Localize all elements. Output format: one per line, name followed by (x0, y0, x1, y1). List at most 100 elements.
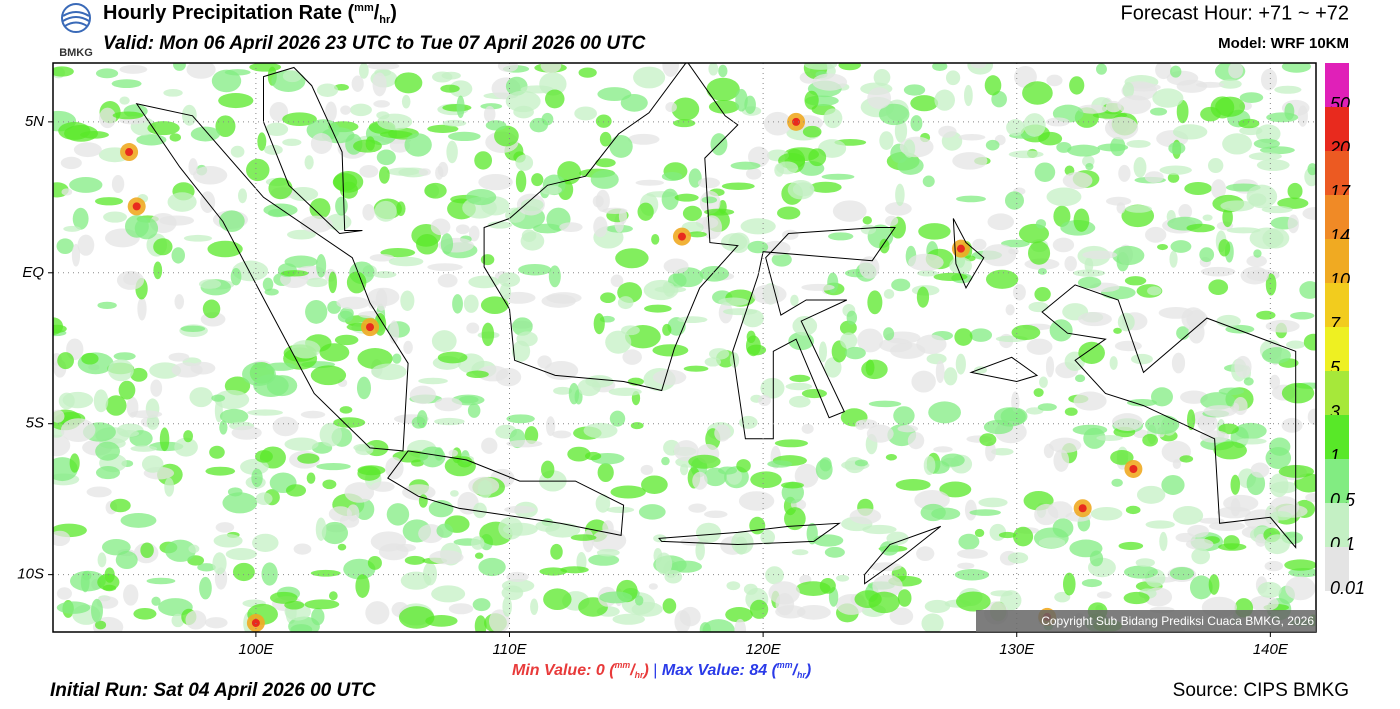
rain-cell (1281, 63, 1312, 73)
rain-cell (777, 206, 801, 220)
unit-part: ) (641, 662, 648, 679)
rain-cell (722, 308, 758, 316)
rain-cell (1207, 158, 1224, 174)
rain-cell (111, 175, 125, 194)
rain-cell (1260, 68, 1278, 91)
rain-cell (503, 522, 538, 536)
rain-cell (548, 265, 561, 288)
rain-cell (310, 365, 347, 386)
rain-cell (133, 607, 157, 620)
x-tick-label: 140E (1253, 641, 1289, 658)
colorbar-swatch (1325, 195, 1349, 239)
rain-cell (374, 200, 397, 222)
rain-cell (1228, 63, 1244, 79)
rain-cell (596, 548, 620, 557)
rain-cell (346, 271, 367, 294)
colorbar-swatch (1325, 107, 1349, 151)
rain-cell (227, 487, 243, 497)
rain-cell (610, 485, 646, 499)
rain-cell (1125, 505, 1141, 515)
rain-cell (897, 425, 919, 433)
rain-cell (1159, 165, 1192, 175)
rain-cell (1222, 207, 1233, 228)
rain-cell (340, 105, 351, 115)
rain-cell (593, 313, 605, 335)
rain-cell (662, 323, 672, 336)
rain-cell (409, 385, 436, 405)
rain-cell (1116, 202, 1126, 214)
rain-cell (597, 463, 614, 483)
rain-cell (515, 170, 527, 193)
rain-cell (504, 505, 536, 514)
rain-cell (316, 83, 339, 97)
rain-cell (782, 229, 799, 240)
rain-cell (477, 480, 493, 499)
rain-cell (56, 587, 72, 600)
rain-cell (1222, 133, 1253, 155)
rain-cell (535, 520, 560, 532)
rain-cell (701, 215, 722, 240)
rain-cell (595, 158, 616, 168)
rain-cell (531, 173, 544, 187)
rain-cell (334, 334, 359, 346)
coastline (969, 356, 1039, 383)
rain-cell (416, 233, 439, 255)
rain-cell (349, 103, 372, 117)
rain-cell (403, 340, 413, 355)
rain-cell (506, 414, 535, 424)
colorbar-label: 3 (1330, 402, 1340, 422)
rain-cell (112, 111, 144, 120)
rain-cell (824, 546, 845, 558)
rain-cell (812, 73, 848, 91)
rain-cell (921, 613, 944, 632)
rain-cell (740, 218, 776, 235)
rain-cell (922, 175, 935, 188)
rain-cell (1176, 99, 1189, 124)
colorbar-swatch (1325, 415, 1349, 459)
rain-cell (213, 533, 243, 548)
rain-cell (431, 585, 466, 603)
rain-cell (351, 75, 364, 92)
rain-cell (430, 218, 451, 236)
rain-cell (832, 200, 867, 222)
rain-cell (776, 161, 799, 175)
rain-cell (471, 536, 485, 550)
rain-cell (883, 327, 895, 341)
rain-cell (1171, 352, 1186, 374)
rain-cell (1073, 208, 1090, 232)
rain-cell (780, 481, 804, 489)
rain-cell (153, 261, 163, 280)
rain-cell (1240, 266, 1269, 285)
rain-cell (288, 186, 319, 202)
rain-cell (748, 146, 770, 168)
rain-cell (1073, 391, 1107, 411)
rain-cell (310, 133, 333, 154)
rain-cell (63, 225, 81, 232)
rain-cell (969, 509, 1001, 516)
rain-cell (662, 598, 677, 614)
rain-cell (153, 238, 173, 256)
rain-cell (893, 406, 915, 426)
rain-cell (231, 425, 262, 440)
rain-cell (819, 578, 836, 594)
rain-cell (1208, 279, 1229, 296)
rain-cell (708, 348, 730, 360)
rain-cell (1202, 214, 1213, 221)
rain-cell (174, 294, 185, 310)
rain-cell (886, 531, 909, 545)
rain-cell (631, 601, 663, 617)
rain-cell (543, 588, 572, 611)
rain-cell (168, 352, 190, 362)
rain-cell (1184, 182, 1212, 195)
rain-cell (808, 148, 827, 167)
rain-cell (861, 359, 888, 380)
rain-cell (1113, 327, 1122, 334)
rain-cell (885, 454, 898, 461)
rain-cell (824, 357, 842, 378)
rain-cell (1011, 391, 1020, 413)
rain-cell (714, 424, 731, 442)
rain-cell (169, 133, 181, 142)
rain-cell (788, 395, 811, 408)
rain-cell (1022, 81, 1053, 105)
rain-cell (984, 75, 1002, 96)
